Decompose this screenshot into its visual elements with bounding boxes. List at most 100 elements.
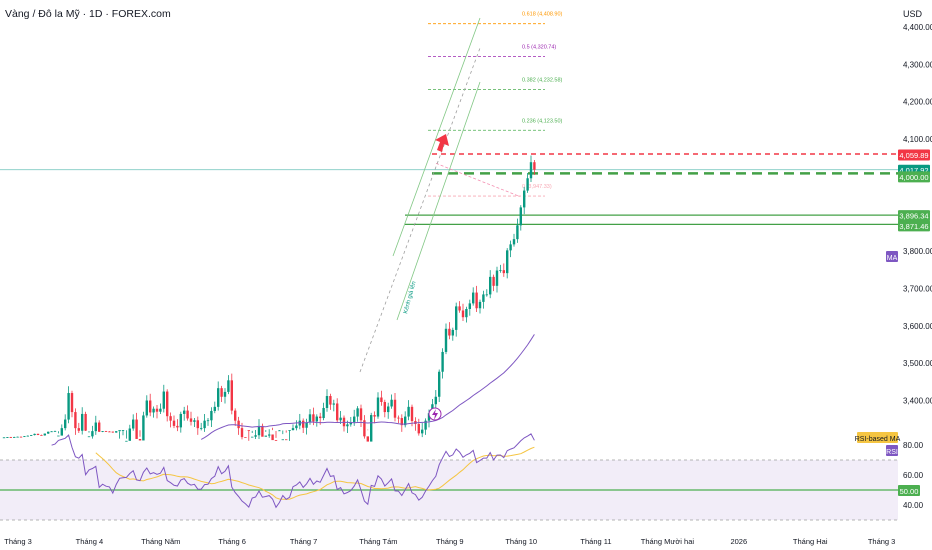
candle-body (519, 207, 522, 226)
candle-body (373, 415, 376, 417)
candle-body (166, 391, 169, 417)
candle-body (485, 294, 488, 296)
ma-badge[interactable] (886, 251, 898, 262)
price-tags: 4,059.89 4,017.924,000.00 3,896.343,871.46 (898, 149, 930, 232)
candle-body (523, 190, 526, 208)
candle-body (489, 276, 492, 295)
candle-body (495, 270, 499, 286)
candle-body (261, 425, 264, 437)
rsi-pane (0, 459, 898, 521)
candle-body (94, 422, 97, 432)
time-tick-label: Tháng 4 (76, 537, 104, 546)
candle-body (254, 435, 257, 437)
price-axis[interactable]: 4,400.00 4,300.00 4,200.00 4,100.00 3,800.00… (903, 23, 932, 510)
fib-level-label: 0.5 (4,320.74) (522, 45, 556, 51)
candle-body (387, 406, 390, 413)
fib-level-label: 0.618 (4,408.90) (522, 12, 563, 18)
candle-body (349, 422, 352, 425)
candle-body (529, 162, 533, 179)
candle-body (472, 292, 475, 304)
candle-body (84, 413, 87, 431)
candle-body (26, 435, 29, 437)
candle-body (206, 420, 210, 422)
candle-body (390, 399, 393, 407)
time-axis[interactable]: Tháng 3 Tháng 4 Tháng Năm Tháng 6 Tháng 7 Thá… (4, 537, 932, 546)
candle-body (193, 420, 196, 422)
candle-body (81, 413, 84, 431)
candle-body (47, 431, 50, 434)
price-tick-label: 4,400.00 (903, 23, 932, 32)
candle-body (240, 428, 244, 438)
rsi-badge[interactable] (886, 445, 898, 456)
candle-body (50, 431, 53, 433)
candle-body (319, 416, 322, 419)
candle-body (251, 436, 254, 438)
candle-body (128, 428, 131, 441)
candle-body (16, 436, 19, 438)
candle-body (417, 424, 420, 434)
candle-body (162, 391, 165, 409)
candle-body (111, 431, 114, 433)
price-tick-label: 3,800.00 (903, 247, 932, 256)
time-tick-label: Tháng 9 (436, 537, 464, 546)
candle-body (478, 301, 482, 309)
candle-body (325, 396, 329, 408)
candle-body (67, 393, 70, 420)
horizontal-levels (0, 153, 900, 226)
candle-body (285, 439, 288, 441)
candle-body (118, 430, 121, 432)
candle-body (281, 439, 284, 441)
price-tag-label-round: 4,000.00 (899, 173, 928, 182)
candle-body (101, 431, 104, 432)
candle-body (115, 431, 118, 433)
candle-body (183, 410, 186, 414)
currency-label: USD (903, 9, 923, 19)
rsi-tick-label: 80.00 (903, 441, 924, 450)
candle-body (468, 303, 471, 309)
candle-body (19, 436, 23, 438)
candle-body (217, 388, 220, 407)
price-tag-target (898, 149, 930, 161)
price-tag-label-s1: 3,896.34 (899, 212, 928, 221)
rsi-50-badge (898, 485, 920, 496)
candle-body (383, 401, 386, 413)
price-tag-label-target: 4,059.89 (899, 151, 928, 160)
candle-body (227, 380, 230, 392)
candle-body (196, 420, 199, 429)
candle-body (138, 438, 142, 441)
candle-body (336, 403, 339, 421)
candle-body (315, 416, 318, 422)
candle-body (145, 400, 148, 416)
candle-body (400, 418, 403, 426)
rsi-ma-badge[interactable] (857, 432, 898, 443)
candle-body (152, 408, 155, 413)
candle-body (2, 437, 6, 439)
candle-body (278, 430, 281, 432)
ascending-channel (359, 17, 481, 373)
candle-body (23, 436, 26, 438)
candle-body (271, 434, 274, 441)
price-tick-label: 3,600.00 (903, 322, 932, 331)
candle-body (6, 437, 9, 438)
candle-body (312, 414, 315, 422)
fib-level-label: 0 (3,947.33) (522, 184, 552, 190)
candle-body (421, 429, 424, 434)
candle-body (475, 292, 478, 309)
price-tick-label: 4,100.00 (903, 135, 932, 144)
candle-body (30, 435, 33, 436)
candle-body (506, 250, 509, 274)
time-tick-label: Tháng Tám (359, 537, 397, 546)
candle-body (234, 410, 237, 421)
candle-body (363, 420, 366, 437)
candle-body (142, 415, 145, 441)
candle-body (43, 433, 46, 436)
candle-body (516, 225, 519, 240)
candle-body (104, 431, 108, 432)
candle-body (9, 437, 12, 438)
candle-body (186, 410, 189, 419)
candle-body (305, 422, 308, 428)
price-tick-label: 3,700.00 (903, 284, 932, 293)
